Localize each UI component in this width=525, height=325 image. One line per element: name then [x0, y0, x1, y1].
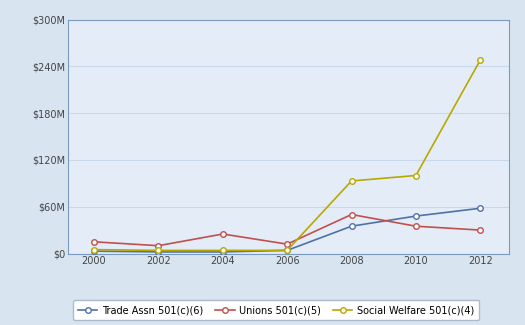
Legend: Trade Assn 501(c)(6), Unions 501(c)(5), Social Welfare 501(c)(4): Trade Assn 501(c)(6), Unions 501(c)(5), …	[73, 301, 479, 320]
